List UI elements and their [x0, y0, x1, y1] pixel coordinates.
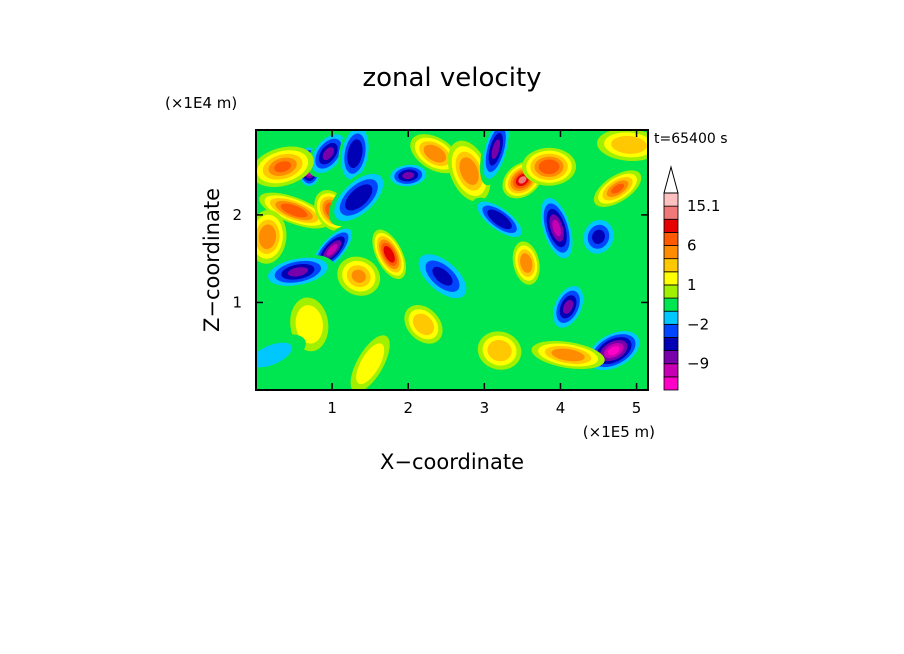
field-contour	[518, 176, 527, 184]
x-tick-label: 1	[327, 399, 337, 417]
time-label: t=65400 s	[654, 131, 728, 147]
field-contour	[428, 148, 442, 159]
y-tick-label: 1	[232, 293, 242, 311]
field-contour	[522, 257, 530, 269]
colorbar-swatch	[663, 363, 679, 378]
field-contour	[350, 189, 367, 206]
colorbar-swatch	[663, 323, 679, 338]
chart-title: zonal velocity	[362, 63, 541, 93]
field-contour	[592, 229, 605, 244]
field-contours	[256, 130, 648, 390]
colorbar-tick-label: 6	[687, 237, 697, 255]
x-tick-label: 5	[632, 399, 642, 417]
x-tick-label: 4	[556, 399, 566, 417]
y-axis: 12	[232, 206, 648, 311]
field-contour	[417, 317, 430, 331]
field-contour	[491, 139, 501, 160]
field-contour	[274, 161, 292, 173]
colorbar-swatch	[663, 271, 679, 286]
colorbar-swatch	[663, 258, 679, 273]
x-tick-label: 2	[403, 399, 413, 417]
colorbar-swatch	[663, 337, 679, 352]
colorbar-swatch	[663, 297, 679, 312]
y-scale-label: (×1E4 m)	[165, 94, 237, 112]
colorbar-swatch	[663, 350, 679, 365]
field-contour	[256, 342, 292, 368]
field-contour	[351, 269, 366, 283]
colorbar-swatch	[663, 310, 679, 325]
field-contour	[552, 219, 561, 237]
field-contour	[611, 183, 625, 194]
field-contour	[607, 346, 620, 356]
field-contour	[286, 206, 303, 215]
plot-frame	[255, 129, 649, 391]
field-contour	[361, 351, 379, 376]
field-contour	[301, 312, 318, 336]
field-contour	[385, 249, 393, 260]
colorbar: 15.1 6 1 −2 −9	[663, 165, 720, 391]
field-contour	[558, 351, 579, 359]
colorbar-swatch	[663, 284, 679, 299]
x-axis-label: X−coordinate	[380, 450, 524, 474]
field-contour	[350, 145, 360, 163]
colorbar-swatch	[663, 376, 679, 391]
colorbar-swatch	[663, 192, 679, 207]
colorbar-swatch	[663, 205, 679, 220]
colorbar-tick-label: −9	[687, 355, 709, 373]
field-contour	[463, 162, 475, 180]
field-contour	[262, 229, 273, 245]
field-contour	[402, 171, 415, 180]
field-contour	[492, 213, 507, 226]
field-contour	[322, 147, 334, 161]
colorbar-swatch	[663, 245, 679, 260]
field-contour	[618, 139, 640, 151]
y-tick-label: 2	[232, 206, 242, 224]
colorbar-tick-label: 1	[687, 276, 697, 294]
colorbar-tick-label: −2	[687, 315, 709, 333]
colorbar-tick-label: 15.1	[687, 197, 720, 215]
x-scale-label: (×1E5 m)	[583, 423, 655, 441]
velocity-field	[256, 130, 648, 390]
colorbar-swatch	[663, 231, 679, 246]
x-axis: 1 2 3 4 5	[327, 130, 641, 417]
colorbar-extend-triangle	[663, 165, 679, 194]
field-contour	[287, 267, 308, 277]
x-tick-label: 3	[480, 399, 490, 417]
field-contour	[563, 299, 574, 314]
colorbar-swatch	[663, 218, 679, 233]
field-contour	[432, 266, 453, 286]
y-axis-label: Z−coordinate	[200, 188, 224, 332]
field-contour	[492, 344, 507, 357]
field-contour	[542, 162, 556, 172]
field-contour	[326, 244, 338, 256]
